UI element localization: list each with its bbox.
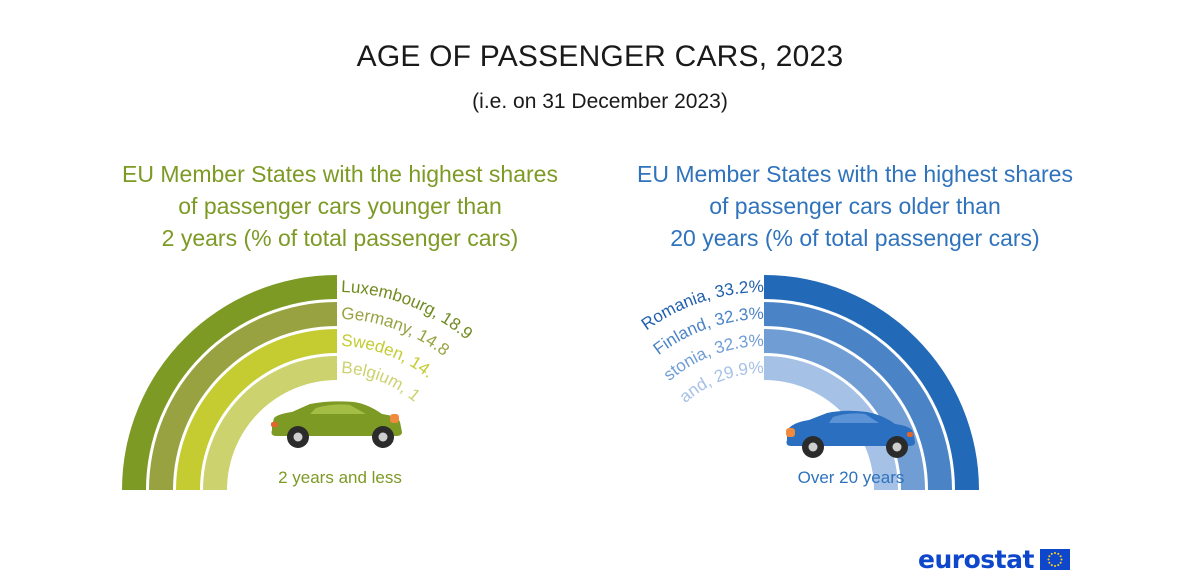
flag-star	[1060, 558, 1063, 560]
green-car-icon	[271, 401, 402, 448]
flag-star	[1047, 558, 1050, 560]
flag-star	[1048, 554, 1051, 557]
left-label-luxembourg: Luxembourg, 18.9%	[0, 0, 476, 343]
left-arc-chart: Luxembourg, 18.9%Germany, 14.8%Sweden, 1…	[0, 0, 476, 490]
left-arc-belgium	[203, 356, 337, 490]
flag-star	[1050, 563, 1053, 566]
left-title-line-1: EU Member States with the highest shares	[122, 161, 558, 187]
right-title-line-1: EU Member States with the highest shares	[637, 161, 1073, 187]
flag-star	[1057, 563, 1060, 566]
flag-star	[1050, 552, 1053, 555]
logo-text: eurostat	[918, 544, 1034, 574]
left-caption: 2 years and less	[278, 468, 402, 487]
right-title-line-2: of passenger cars older than	[709, 193, 1001, 219]
page-subtitle: (i.e. on 31 December 2023)	[472, 90, 728, 113]
right-caption: Over 20 years	[798, 468, 905, 487]
right-panel-title: EU Member States with the highest shares…	[595, 158, 1115, 254]
page-title: AGE OF PASSENGER CARS, 2023	[356, 40, 844, 73]
flag-star	[1048, 561, 1051, 564]
eurostat-logo: eurostat	[918, 544, 1070, 574]
flag-star	[1053, 564, 1056, 567]
blue-car-icon	[786, 410, 915, 458]
left-arc-luxembourg	[122, 275, 337, 490]
left-arc-sweden	[176, 329, 337, 490]
eu-flag-icon	[1039, 548, 1070, 570]
flag-star	[1059, 561, 1062, 564]
flag-star	[1053, 551, 1056, 554]
left-panel-title: EU Member States with the highest shares…	[80, 158, 600, 254]
left-arc-germany	[149, 302, 337, 490]
right-arc-finland	[764, 302, 952, 490]
left-title-line-3: 2 years (% of total passenger cars)	[161, 225, 519, 251]
right-arc-romania	[764, 275, 979, 490]
right-arc-estonia	[764, 329, 925, 490]
right-title-line-3: 20 years (% of total passenger cars)	[670, 225, 1040, 251]
flag-star	[1059, 554, 1062, 557]
flag-star	[1057, 552, 1060, 555]
left-title-line-2: of passenger cars younger than	[178, 193, 502, 219]
